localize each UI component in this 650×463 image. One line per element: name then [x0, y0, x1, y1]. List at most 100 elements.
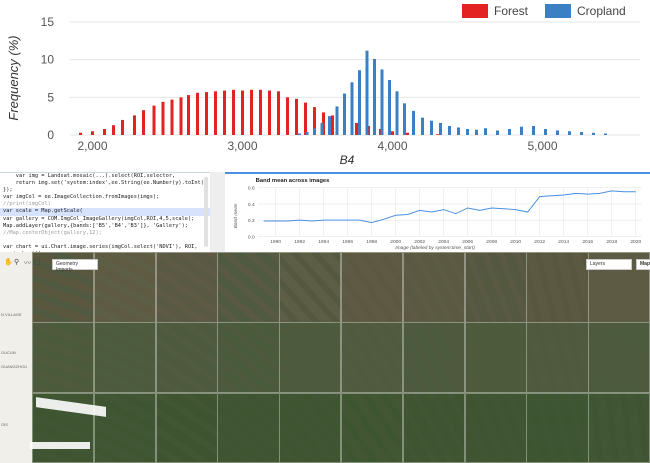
gallery-tile — [32, 322, 95, 394]
gallery-tile — [402, 392, 466, 463]
histogram-x-axis-label: B4 — [340, 153, 355, 167]
gallery-tile — [588, 322, 650, 394]
band-chart-x-tick-label: 2000 — [390, 239, 401, 245]
cropland-bar — [421, 117, 424, 135]
forest-bar — [268, 90, 271, 135]
code-line[interactable]: var img = Landsat.mosaic(...).select(ROI… — [3, 173, 176, 179]
forest-bar — [241, 90, 244, 135]
band-chart-x-tick-label: 2008 — [486, 239, 497, 245]
forest-bar — [223, 90, 226, 135]
point-icon[interactable]: ⚲ — [14, 259, 20, 266]
forest-bar — [91, 131, 94, 135]
cropland-bar — [475, 129, 478, 135]
rectangle-icon[interactable]: ▢ — [34, 259, 41, 266]
histogram-y-axis-label: Frequency (%) — [6, 35, 21, 120]
band-chart-x-tick-label: 2006 — [462, 239, 473, 245]
code-editor[interactable]: var img = Landsat.mosaic(...).select(ROI… — [0, 172, 210, 253]
band-chart-x-tick-label: 2016 — [582, 239, 593, 245]
code-line[interactable]: var chart = ui.Chart.image.series(imgCol… — [3, 243, 198, 250]
gallery-tile — [279, 392, 342, 463]
cropland-bar — [403, 103, 406, 135]
gallery-tile — [341, 392, 404, 463]
code-line[interactable]: var imgCol = ee.ImageCollection.fromImag… — [3, 194, 160, 201]
code-line[interactable]: var scale = Map.getScale( — [0, 208, 210, 216]
cropland-bar — [320, 122, 324, 135]
place-label: GUCUN — [1, 350, 16, 355]
cropland-bar — [520, 126, 523, 135]
cropland-bar — [544, 128, 547, 135]
cropland-bar — [592, 132, 595, 135]
line-icon[interactable]: 〰 — [24, 260, 31, 267]
band-chart-x-tick-label: 1990 — [270, 239, 281, 245]
hand-icon[interactable]: ✋ — [4, 259, 13, 266]
forest-bar — [259, 89, 262, 135]
layers-button[interactable]: Layers — [586, 259, 632, 270]
forest-bar — [133, 115, 136, 135]
forest-bar — [295, 98, 298, 135]
histogram-y-tick-label: 0 — [47, 128, 54, 142]
cropland-bar — [365, 50, 369, 136]
cropland-bar — [580, 131, 583, 135]
cropland-bar — [448, 125, 451, 135]
cropland-bar — [532, 125, 535, 135]
geometry-imports-button[interactable]: Geometry Imports — [52, 259, 98, 273]
band-chart-y-tick-label: 0.0 — [248, 234, 255, 240]
histogram-x-tick-label: 4,000 — [377, 139, 407, 153]
forest-bar — [161, 101, 165, 135]
cropland-bar — [305, 131, 309, 135]
histogram-y-tick-label: 15 — [41, 15, 55, 29]
cropland-bar — [496, 130, 499, 135]
gallery-tile — [217, 252, 280, 323]
band-chart-x-tick-label: 1996 — [342, 239, 353, 245]
forest-bar — [232, 89, 235, 135]
band-chart-x-tick-label: 2014 — [558, 239, 569, 245]
forest-bar — [152, 105, 156, 135]
cropland-bar — [439, 122, 442, 135]
forest-bar — [121, 119, 124, 135]
forest-bar — [205, 92, 208, 135]
editor-scrollbar[interactable] — [204, 177, 208, 247]
forest-bar — [112, 125, 115, 135]
histogram-tick-labels: 0 5 10 15 2,000 3,000 4,000 5,000 — [41, 15, 558, 153]
band-chart-x-tick-label: 1994 — [318, 239, 329, 245]
gallery-tile — [341, 252, 404, 323]
panel-divider[interactable] — [210, 172, 225, 252]
place-label: GIS — [1, 422, 8, 427]
cropland-bar — [604, 133, 607, 135]
map-type-button[interactable]: Map — [636, 259, 650, 270]
code-lines: var img = Landsat.mosaic(...).select(ROI… — [0, 173, 210, 253]
code-line[interactable]: Map.addLayer(gallery,{bands:['B5','B4','… — [3, 222, 188, 229]
code-line[interactable]: //Map.centerObject(gallery,12); — [3, 229, 102, 236]
gallery-tile — [526, 252, 589, 323]
gallery-tile — [464, 322, 527, 394]
cropland-bar — [358, 70, 361, 135]
map-view[interactable]: N VILLAGE GUCUN GUANGZHOU GIS ✋ ⚲ 〰 ▢ Ge… — [0, 252, 650, 463]
histogram-y-tick-label: 10 — [41, 53, 55, 67]
gallery-tile — [279, 322, 342, 394]
histogram-legend: Forest Cropland — [462, 4, 626, 18]
code-line[interactable]: return img.set('system:index',ee.String(… — [3, 180, 208, 187]
gallery-tile — [588, 392, 650, 463]
code-line[interactable]: //print(imgCol) — [3, 201, 51, 208]
code-line[interactable] — [0, 237, 210, 244]
forest-bar — [331, 115, 334, 135]
cropland-bar — [298, 133, 301, 135]
road-overlay — [30, 442, 90, 449]
cropland-bar — [484, 128, 487, 135]
gallery-tile — [217, 392, 280, 463]
place-label: GUANGZHOU — [1, 364, 27, 369]
cropland-bar — [508, 128, 511, 135]
band-mean-chart: Band mean across images 0.0 0.2 0.4 0.6 1990… — [225, 172, 650, 252]
band-mean-series-line — [263, 190, 636, 224]
map-basemap-strip: N VILLAGE GUCUN GUANGZHOU GIS — [0, 252, 32, 463]
legend-swatch-forest — [462, 4, 488, 18]
code-line[interactable]: var gallery = COM.ImgCol_ImageGallery(im… — [3, 215, 195, 222]
code-line[interactable]: }); — [3, 187, 13, 194]
gallery-tile — [93, 392, 157, 463]
place-label: N VILLAGE — [1, 312, 22, 317]
band-chart-x-tick-label: 2018 — [606, 239, 617, 245]
histogram-x-tick-label: 2,000 — [77, 139, 107, 153]
legend-label-forest: Forest — [494, 4, 529, 18]
forest-bar — [103, 128, 106, 135]
gallery-tile — [217, 322, 280, 394]
